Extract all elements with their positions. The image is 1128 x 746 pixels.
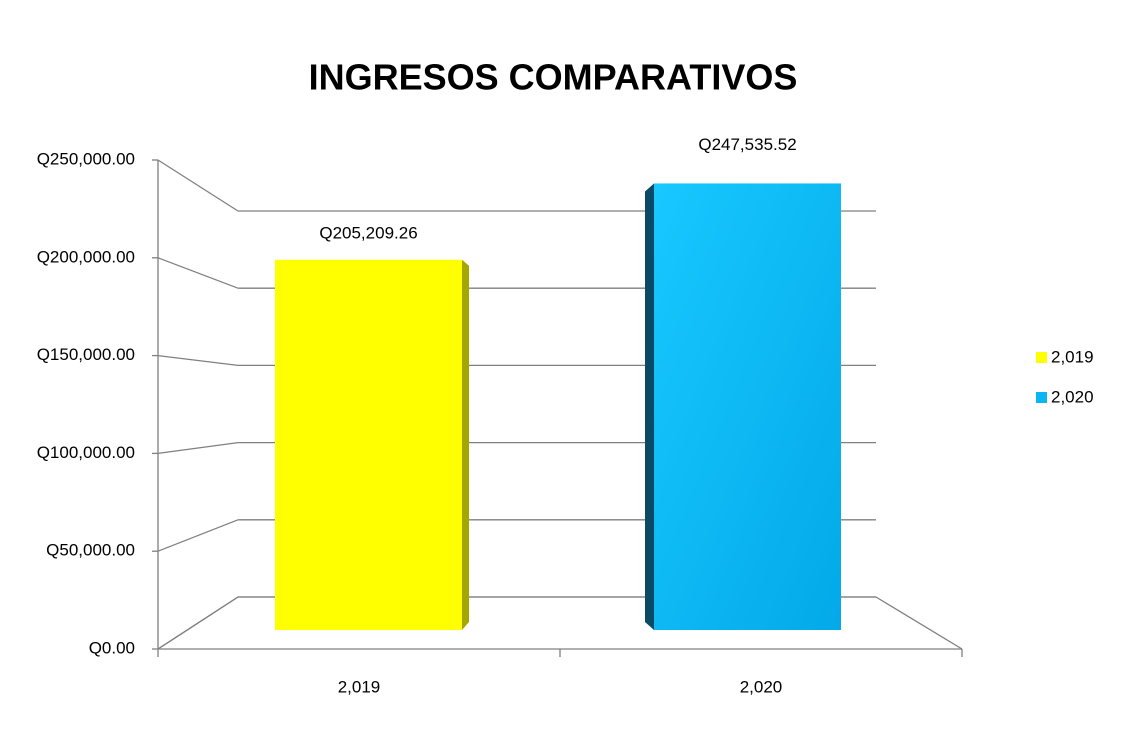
value-label: Q205,209.26 <box>319 223 417 242</box>
legend-swatch <box>1036 392 1047 403</box>
y-tick-label: Q150,000.00 <box>37 345 135 364</box>
grid-side <box>157 441 239 455</box>
legend-label: 2,020 <box>1051 387 1094 406</box>
bar-side <box>462 259 469 630</box>
grid-side <box>157 159 239 212</box>
x-tick-label: 2,020 <box>740 677 783 696</box>
bar <box>654 183 841 630</box>
chart-title: INGRESOS COMPARATIVOS <box>309 57 798 98</box>
x-tick-label: 2,019 <box>338 677 381 696</box>
y-tick-label: Q100,000.00 <box>37 443 135 462</box>
value-label: Q247,535.52 <box>698 135 796 154</box>
grid-side <box>157 354 239 367</box>
grid-side <box>157 519 239 552</box>
bar <box>275 259 462 630</box>
grid-side <box>157 257 239 289</box>
grid-side <box>157 596 239 650</box>
y-tick-label: Q0.00 <box>89 638 135 657</box>
legend-swatch <box>1036 352 1047 363</box>
y-tick-label: Q200,000.00 <box>37 247 135 266</box>
legend-label: 2,019 <box>1051 347 1094 366</box>
y-tick-label: Q250,000.00 <box>37 149 135 168</box>
y-tick-label: Q50,000.00 <box>46 541 135 560</box>
bar-side <box>645 183 654 630</box>
